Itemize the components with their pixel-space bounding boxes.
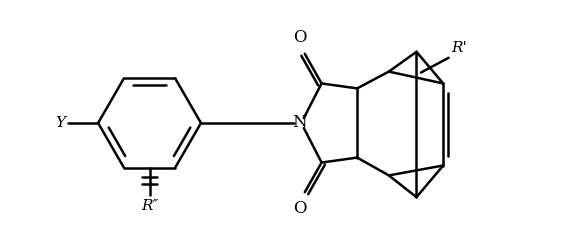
Text: O: O	[293, 200, 307, 217]
Text: O: O	[293, 29, 307, 46]
Text: N: N	[292, 114, 307, 132]
Text: Y: Y	[55, 116, 66, 130]
Text: R″: R″	[141, 199, 158, 213]
Text: R': R'	[451, 41, 467, 55]
